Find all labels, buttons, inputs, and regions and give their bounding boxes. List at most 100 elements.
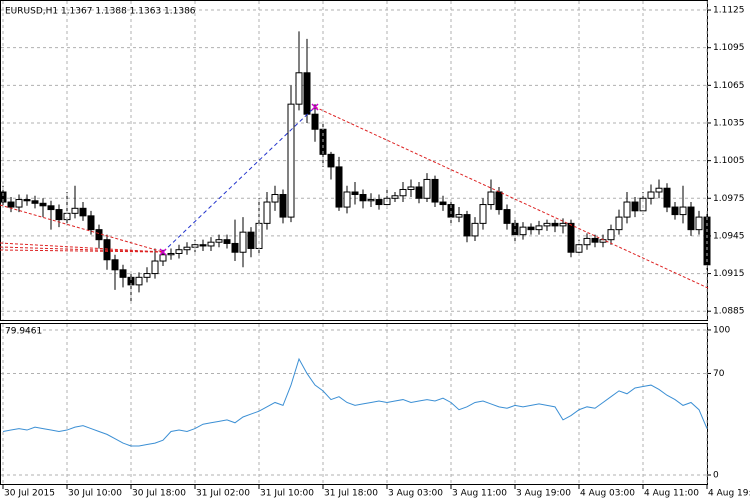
candle-body [231, 242, 239, 253]
x-tick-label: 31 Jul 10:00 [260, 489, 314, 499]
candle-body [495, 191, 503, 211]
candle-body [351, 191, 359, 196]
candle-body [303, 72, 311, 115]
candle-body [79, 207, 87, 217]
candle-body [423, 178, 431, 199]
candle-body [431, 178, 439, 203]
candle-body [159, 254, 167, 262]
candle-body [215, 239, 223, 243]
candle-body [199, 244, 207, 247]
candle-body [567, 222, 575, 253]
candle-body [583, 237, 591, 246]
candle-body [455, 214, 463, 218]
candle-body [479, 204, 487, 224]
candle-body [87, 215, 95, 231]
candle-body [207, 241, 215, 247]
candle-body [399, 188, 407, 197]
candle-body [687, 206, 695, 231]
candle-body [359, 194, 367, 202]
candle-body [23, 199, 31, 202]
y-tick-label: 1.1095 [713, 43, 745, 53]
candle-body [335, 166, 343, 208]
candle-body [223, 239, 231, 244]
candle-body [175, 249, 183, 254]
candle-body [111, 259, 119, 271]
candle-body [615, 216, 623, 231]
candle-body [71, 207, 79, 214]
anchor-marker [159, 103, 319, 256]
y-tick-label: 1.1125 [713, 6, 745, 16]
candle-body [191, 244, 199, 248]
trendline [162, 106, 316, 253]
candle-body [343, 191, 351, 208]
trendlines [0, 103, 709, 289]
candle-body [607, 229, 615, 241]
x-tick-label: 3 Aug 11:00 [452, 489, 507, 499]
candle-body [671, 206, 679, 216]
candle-body [631, 201, 639, 212]
candle-body [655, 187, 663, 193]
candle-body [591, 237, 599, 243]
candle-body [487, 191, 495, 206]
candle-body [39, 202, 47, 207]
y-tick-label: 1.1035 [713, 118, 745, 128]
candle-body [271, 194, 279, 203]
candle-body [263, 201, 271, 224]
candle-body [543, 222, 551, 227]
candle-body [7, 201, 15, 208]
y-tick-label: 1.1005 [713, 156, 745, 166]
candle-body [663, 187, 671, 208]
trendline [0, 249, 164, 253]
y-tick-label: 1.0885 [713, 307, 745, 317]
indicator-title: 79.9461 [5, 327, 42, 337]
candle-body [31, 200, 39, 204]
x-tick-label: 30 Jul 18:00 [132, 489, 186, 499]
candle-body [439, 201, 447, 206]
candle-body [407, 186, 415, 190]
candle-body [295, 72, 303, 105]
candle-body [391, 195, 399, 199]
trendline [314, 106, 709, 289]
candle-body [463, 214, 471, 237]
x-tick-label: 3 Aug 19:00 [516, 489, 571, 499]
candle-body [239, 231, 247, 253]
y-tick-label: 70 [713, 369, 725, 379]
candle-body [471, 222, 479, 237]
candle-body [119, 269, 127, 278]
y-tick-label: 1.1065 [713, 81, 745, 91]
candle-body [623, 201, 631, 218]
y-tick-label: 100 [713, 325, 730, 335]
candle-body [15, 199, 23, 208]
candle-body [639, 197, 647, 212]
candle-body [519, 226, 527, 236]
candle-body [287, 103, 295, 218]
candle-body [375, 199, 383, 206]
candle-body [183, 246, 191, 251]
y-tick-label: 0 [713, 470, 719, 480]
candle-body [247, 231, 255, 249]
candle-body [47, 205, 55, 211]
x-tick-label: 31 Jul 18:00 [324, 489, 378, 499]
candle-body [503, 209, 511, 224]
x-tick-label: 4 Aug 19:00 [708, 489, 750, 499]
candle-body [151, 260, 159, 275]
trendline [0, 242, 164, 253]
x-tick-label: 30 Jul 2015 [4, 489, 55, 499]
x-tick-label: 31 Jul 02:00 [196, 489, 250, 499]
candle-body [135, 276, 143, 286]
trendline [0, 204, 164, 253]
candle-body [0, 191, 7, 203]
candle-body [559, 222, 567, 227]
chart-title: EURUSD,H1 1.1367 1.1388 1.1363 1.1386 [5, 7, 196, 17]
candle-body [167, 252, 175, 256]
candle-body [415, 186, 423, 199]
y-tick-label: 1.0975 [713, 194, 745, 204]
candle-body [695, 216, 703, 231]
y-tick-label: 1.0915 [713, 269, 745, 279]
candle-body [527, 226, 535, 231]
candle-body [143, 273, 151, 278]
candle-body [279, 194, 287, 218]
candle-body [55, 209, 63, 221]
